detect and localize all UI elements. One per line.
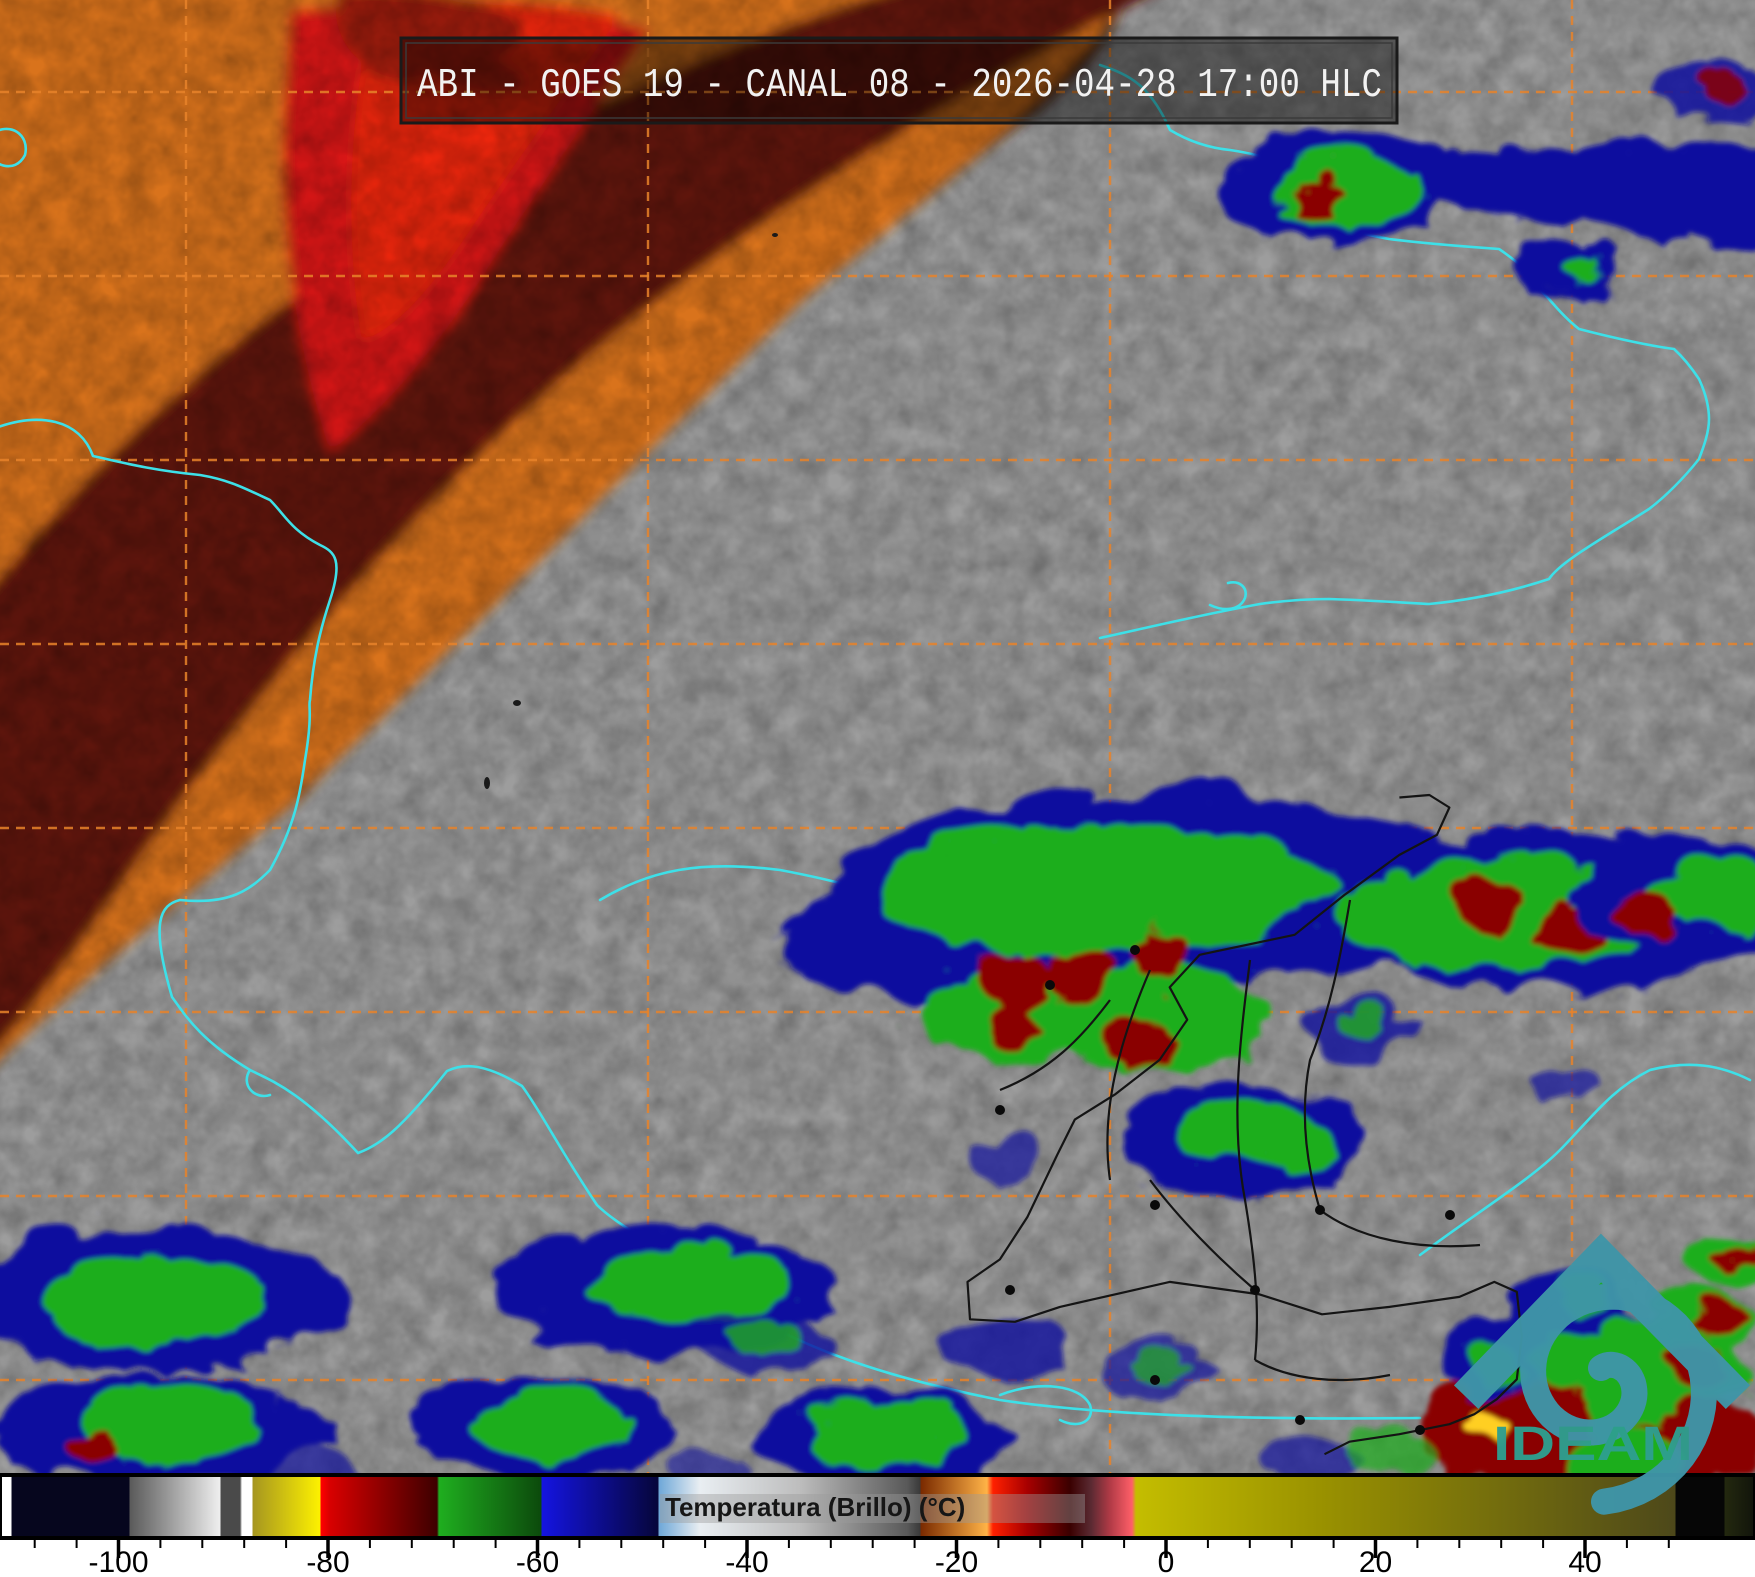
- svg-text:IDEAM: IDEAM: [1493, 1418, 1693, 1471]
- svg-text:Temperatura (Brillo) (°C): Temperatura (Brillo) (°C): [665, 1492, 965, 1522]
- svg-text:ABI - GOES 19 - CANAL 08 - 202: ABI - GOES 19 - CANAL 08 - 2026-04-28 17…: [417, 63, 1382, 109]
- svg-text:-40: -40: [725, 1546, 768, 1577]
- svg-text:40: 40: [1568, 1546, 1601, 1577]
- svg-text:-80: -80: [306, 1546, 349, 1577]
- svg-text:-60: -60: [516, 1546, 559, 1577]
- svg-text:-100: -100: [88, 1546, 148, 1577]
- svg-text:-20: -20: [935, 1546, 978, 1577]
- svg-text:20: 20: [1359, 1546, 1392, 1577]
- svg-text:0: 0: [1158, 1546, 1175, 1577]
